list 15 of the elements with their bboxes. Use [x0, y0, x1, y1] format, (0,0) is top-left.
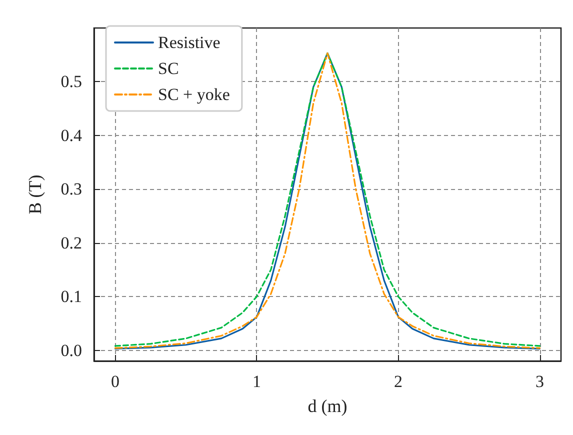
x-axis-title: d (m) — [308, 396, 348, 416]
x-tick-label: 3 — [536, 372, 544, 391]
y-tick-label: 0.3 — [60, 180, 82, 199]
y-tick-label: 0.0 — [60, 340, 82, 360]
x-tick-label: 1 — [252, 372, 261, 391]
legend-label: SC — [158, 59, 179, 78]
y-axis-title: B (T) — [25, 174, 45, 214]
x-tick-label: 2 — [394, 372, 403, 391]
x-tick-label: 0 — [110, 372, 120, 391]
y-tick-label: 0.2 — [60, 233, 82, 252]
legend-label: SC + yoke — [158, 85, 230, 104]
legend-label: Resistive — [158, 33, 220, 52]
y-tick-label: 0.5 — [60, 72, 82, 92]
y-tick-label: 0.4 — [60, 126, 82, 145]
y-tick-label: 0.1 — [60, 287, 82, 306]
